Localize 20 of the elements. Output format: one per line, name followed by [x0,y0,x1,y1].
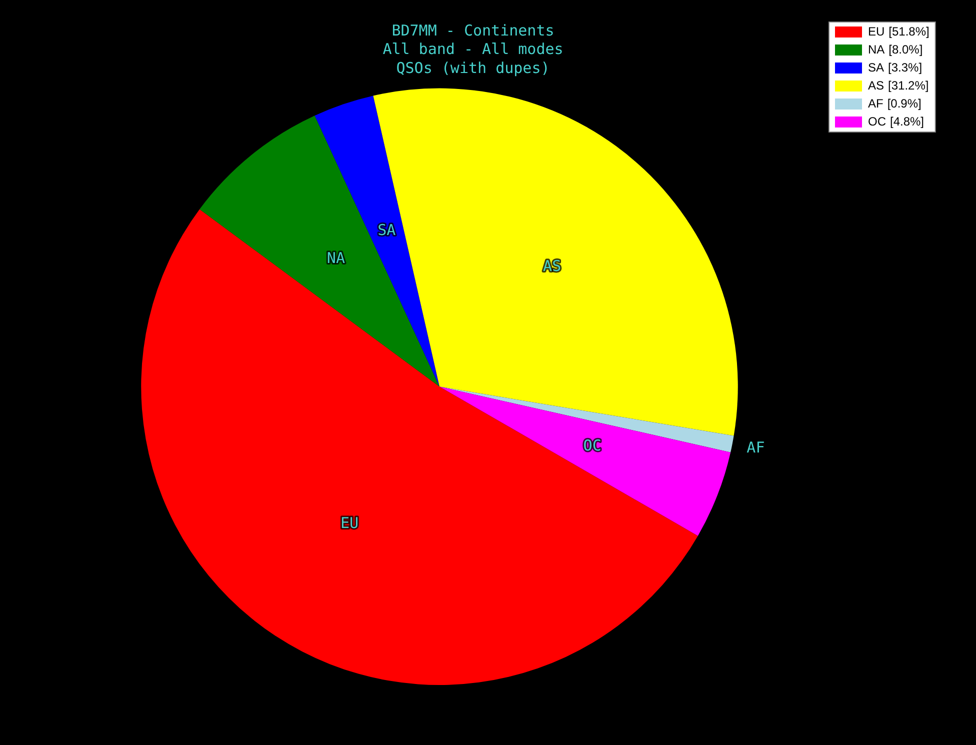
text: All band - All modes QSOs (with dupes) [382,40,564,77]
legend-label: AF [868,96,884,110]
legend-label: OC [868,114,886,128]
legend-label: SA [868,60,884,74]
data-label: [4.8%] [890,114,924,128]
slice-label: OC [583,436,602,454]
slice-label: SA [378,221,396,240]
chart-title: BD7MM - Continents [392,21,554,40]
data-label: [51.8%] [888,24,930,38]
slice-label: AS [543,257,562,276]
legend-label: EU [868,24,885,38]
data-label: [3.3%] [888,60,922,74]
data-label: [8.0%] [888,42,923,56]
data-label: [0.9%] [887,96,922,110]
slice-label: EU [340,514,359,532]
legend-label: NA [868,42,885,56]
data-label: [31.2%] [888,78,929,92]
slice-label: NA [326,249,345,268]
legend-label: AS [868,78,884,92]
slice-label: AF [746,438,765,457]
